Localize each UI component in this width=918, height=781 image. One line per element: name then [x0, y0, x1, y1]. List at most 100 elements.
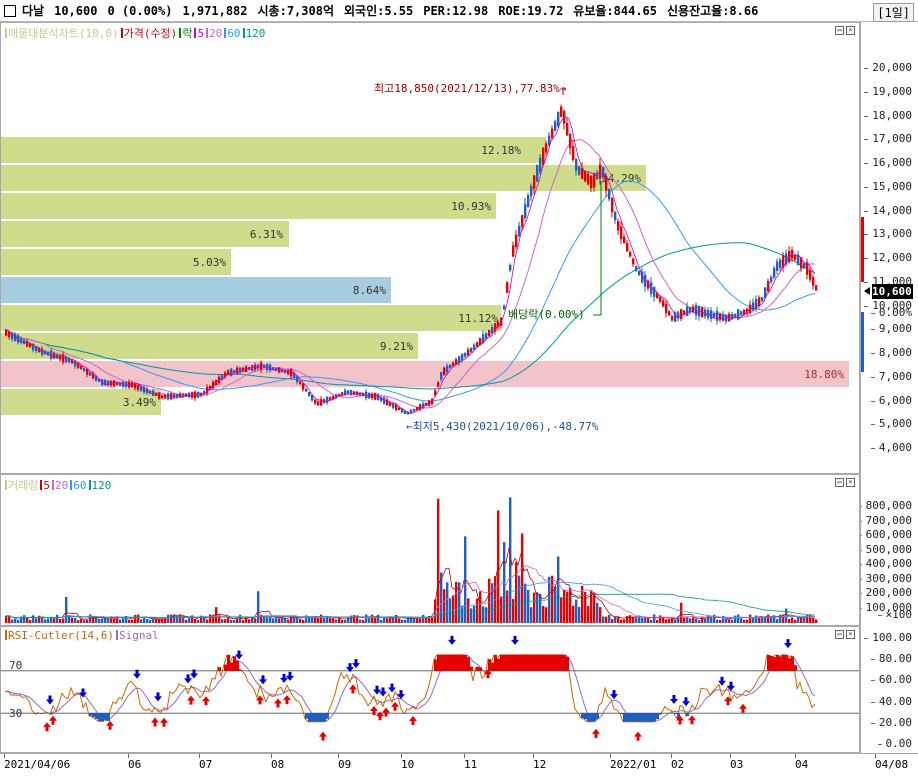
date-axis: 2021/04/06 06 07 08 09 10 11 12 2022/01 02 03 04 04/…	[0, 753, 918, 781]
candle-body	[440, 372, 442, 379]
overbought-fill	[524, 655, 527, 671]
rsi-chart[interactable]: 70 30	[1, 627, 860, 753]
volume-bar	[767, 615, 769, 623]
candle-body	[305, 389, 307, 392]
overbought-fill	[515, 655, 518, 671]
volume-bar	[380, 620, 382, 623]
candle-body	[152, 391, 154, 396]
volume-bar	[329, 618, 331, 623]
price-tick-label: 8,000	[879, 346, 912, 359]
volume-bar	[740, 618, 742, 623]
legend-item[interactable]: 5	[43, 479, 50, 492]
oversold-fill	[626, 713, 629, 721]
legend-item[interactable]: 120	[246, 27, 266, 40]
legend-item[interactable]: 60	[227, 27, 240, 40]
volume-panel[interactable]: 거래량 5 20 60 120 ▭ ×	[0, 474, 860, 626]
candle-body	[776, 262, 778, 271]
oversold-fill	[686, 713, 689, 716]
volume-tick-label: 300,000	[866, 572, 912, 585]
oversold-fill	[305, 713, 308, 719]
volume-bar	[614, 617, 616, 623]
overbought-fill	[218, 667, 221, 671]
candle-body	[638, 271, 640, 275]
oversold-fill	[104, 713, 107, 720]
price-tick-label: 7,000	[879, 370, 912, 383]
volume-bar	[497, 510, 499, 623]
panel-controls: ▭ ×	[835, 478, 855, 487]
overbought-fill	[773, 657, 776, 671]
candle-body	[80, 366, 82, 369]
legend-item[interactable]: 20	[55, 479, 68, 492]
overbought-fill	[539, 655, 542, 671]
oversold-fill	[629, 713, 632, 721]
minimize-icon[interactable]: ▭	[835, 478, 844, 487]
price-chart[interactable]: 12.18%14.29%10.93%6.31%5.03%8.64%11.12%9…	[1, 23, 860, 474]
volume-bar	[395, 615, 397, 623]
overbought-fill	[785, 655, 788, 671]
volume-bar	[98, 619, 100, 623]
rsi-panel[interactable]: 70 30 RSI-Cutler(14,6) Signal ▭ ×	[0, 626, 860, 753]
legend-item[interactable]: 120	[92, 479, 112, 492]
legend-item[interactable]: 매물대분석차트(10,0)	[8, 27, 119, 40]
volume-chart[interactable]	[1, 475, 860, 626]
volume-bar	[140, 619, 142, 623]
legend-item[interactable]: Signal	[119, 629, 159, 642]
candle-body	[167, 393, 169, 399]
overbought-fill	[236, 660, 239, 670]
legend-item[interactable]: 가격(수정)	[124, 27, 178, 40]
volume-profile-label: 5.03%	[193, 256, 226, 269]
close-icon[interactable]: ×	[846, 478, 855, 487]
close-icon[interactable]: ×	[846, 26, 855, 35]
date-tick-label: 09	[338, 758, 351, 771]
overbought-fill	[437, 655, 440, 671]
candle-body	[812, 277, 814, 285]
price-panel[interactable]: 12.18% 14.29% 10.93% 6.31% 5.03% 8.64% 11.12% 9…	[0, 22, 860, 474]
date-tick-mark	[128, 754, 129, 758]
buy-arrow-icon	[187, 696, 195, 705]
trade-volume: 1,971,882	[182, 4, 247, 18]
candle-body	[659, 297, 661, 302]
sell-arrow-icon	[511, 636, 519, 645]
candle-body	[377, 395, 379, 400]
volume-bar	[734, 616, 736, 623]
volume-bar	[584, 592, 586, 623]
overbought-fill	[230, 663, 233, 671]
volume-profile-label: 9.21%	[380, 340, 413, 353]
legend-item[interactable]: 5	[197, 27, 204, 40]
legend-item[interactable]: 60	[73, 479, 86, 492]
candle-body	[620, 227, 622, 240]
volume-bar	[107, 618, 109, 623]
volume-bar	[605, 617, 607, 623]
rsi-tick-label: 80.00	[879, 652, 912, 665]
candle-body	[125, 382, 127, 387]
volume-bar	[344, 620, 346, 623]
volume-bar	[86, 620, 88, 623]
close-icon[interactable]: ×	[846, 630, 855, 639]
volume-bar	[575, 600, 577, 623]
candle-body	[506, 282, 508, 292]
legend-item[interactable]: 20	[209, 27, 222, 40]
period-selector[interactable]: [1일]	[873, 3, 914, 22]
volume-bar	[689, 618, 691, 623]
legend-item[interactable]: 거래량	[8, 479, 38, 492]
minimize-icon[interactable]: ▭	[835, 26, 844, 35]
volume-bar	[701, 616, 703, 623]
legend-item[interactable]: RSI-Cutler(14,6)	[8, 629, 114, 642]
volume-profile-bar	[1, 137, 546, 163]
rsi-tick-label: 40.00	[879, 695, 912, 708]
legend-item[interactable]: 락	[182, 27, 192, 40]
buy-arrow-icon	[370, 706, 378, 715]
volume-bar	[209, 615, 211, 623]
overbought-fill	[455, 655, 458, 671]
minimize-icon[interactable]: ▭	[835, 630, 844, 639]
candle-body	[695, 305, 697, 315]
oversold-fill	[308, 713, 311, 721]
candle-body	[665, 304, 667, 313]
price-tick-label: 16,000	[872, 156, 912, 169]
volume-bar	[65, 597, 67, 623]
volume-bar	[386, 618, 388, 623]
candle-body	[368, 393, 370, 398]
select-checkbox[interactable]	[4, 5, 16, 17]
overbought-fill	[776, 655, 779, 671]
volume-bar	[479, 591, 481, 623]
